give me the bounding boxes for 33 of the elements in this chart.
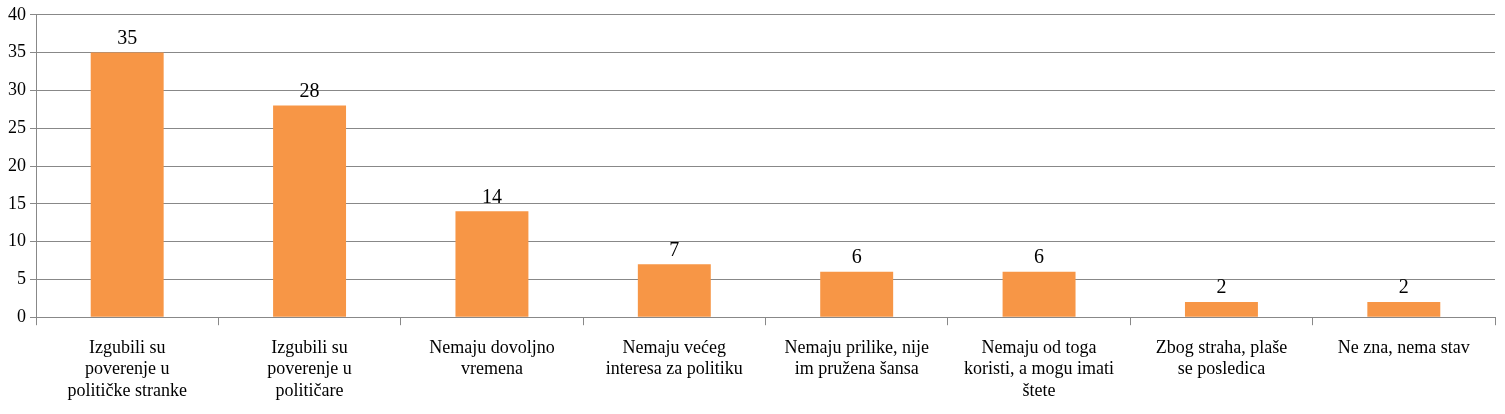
y-tick-label: 10 <box>8 230 26 251</box>
y-tick-label: 35 <box>8 41 26 62</box>
data-label: 28 <box>299 78 320 101</box>
y-tick-label: 40 <box>8 3 26 24</box>
bar <box>90 52 164 317</box>
x-tick-label: Nemaju prilike, nije im pružena šansa <box>784 336 929 379</box>
bar <box>1367 302 1441 317</box>
y-tick-label: 15 <box>8 192 26 213</box>
x-tick-label: Izgubili su poverenje u političare <box>267 336 352 400</box>
x-tick-label: Nemaju većeg interesa za politiku <box>605 336 743 379</box>
x-tick-label: Nemaju od toga koristi, a mogu imati štete <box>964 336 1115 400</box>
bar <box>1184 302 1258 317</box>
data-label: 2 <box>1398 275 1409 298</box>
bar <box>273 105 347 317</box>
y-tick-label: 5 <box>17 268 26 289</box>
data-label: 14 <box>481 184 502 207</box>
y-tick-label: 30 <box>8 79 26 100</box>
data-label: 6 <box>1034 245 1045 268</box>
x-tick-label: Izgubili su poverenje u političke stranke <box>67 336 187 400</box>
bar <box>455 211 529 317</box>
data-label: 7 <box>669 237 680 260</box>
bar <box>637 264 711 317</box>
bar <box>820 271 894 317</box>
x-tick-label: Nemaju dovoljno vremena <box>429 336 555 379</box>
bar <box>1002 271 1076 317</box>
y-tick-label: 25 <box>8 116 26 137</box>
data-label: 2 <box>1216 275 1227 298</box>
x-tick-label: Zbog straha, plaše se posledica <box>1155 336 1288 379</box>
y-tick-label: 20 <box>8 154 26 175</box>
data-label: 6 <box>851 245 862 268</box>
y-tick-label: 0 <box>17 305 26 326</box>
x-tick-label: Ne zna, nema stav <box>1337 336 1470 357</box>
data-label: 35 <box>117 25 138 48</box>
